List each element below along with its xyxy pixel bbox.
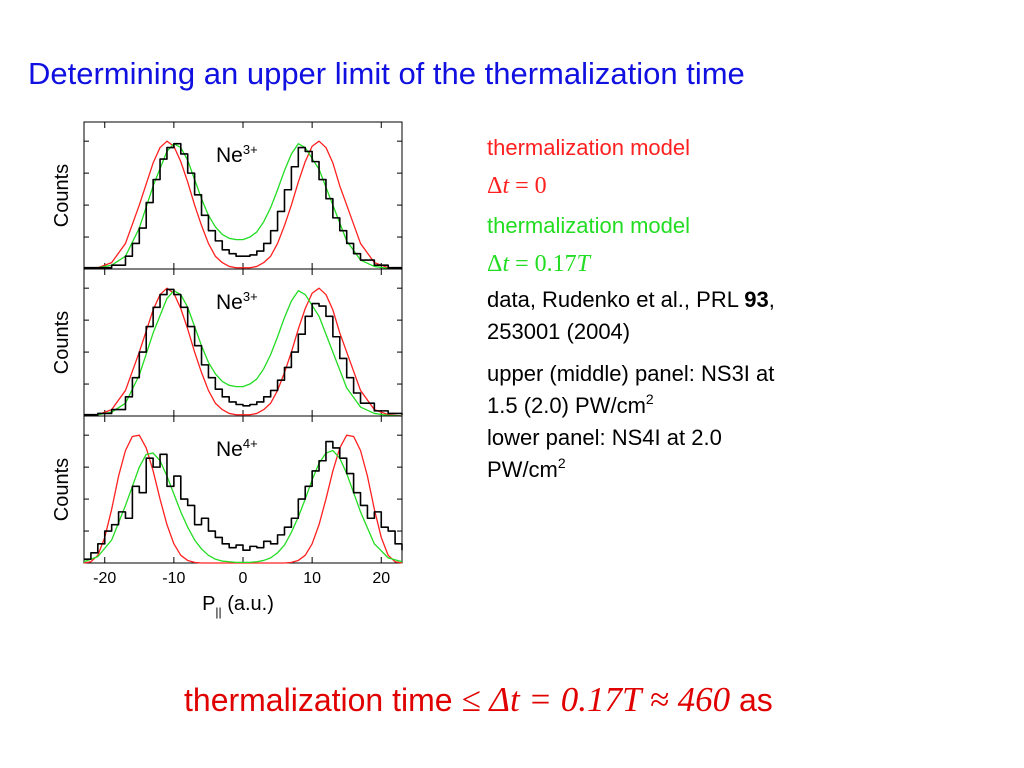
legend-lower-line2: PW/cm2	[487, 454, 882, 486]
legend-model-dt017-math-var: t	[502, 251, 510, 277]
legend-lower-line2-text: PW/cm	[487, 457, 558, 482]
legend-model-dt0-math-rest: = 0	[509, 173, 547, 199]
series-line-3	[84, 440, 403, 560]
panel-ion-label: Ne3+	[216, 289, 258, 314]
legend-upper-line2-text: 1.5 (2.0) PW/cm	[487, 393, 646, 418]
conclusion-math: ≤ Δt = 0.17T ≈ 460	[461, 680, 731, 719]
series-line-1	[83, 287, 403, 417]
x-axis-label-sub: ||	[215, 605, 221, 619]
legend-data-reference: data, Rudenko et al., PRL 93, 253001 (20…	[487, 284, 882, 348]
legend: thermalization model Δt = 0 thermalizati…	[487, 128, 882, 486]
legend-upper-line1: upper (middle) panel: NS3I at	[487, 361, 775, 386]
series-line-3	[84, 288, 403, 416]
legend-model-dt0-math-var: t	[502, 173, 510, 199]
legend-data-line2: 253001 (2004)	[487, 319, 631, 344]
legend-model-dt017-math: Δt = 0.17T	[487, 245, 882, 284]
legend-model-dt017-math-rest: = 0.17	[509, 251, 577, 277]
legend-model-dt017-math-symbol: Δ	[487, 251, 503, 277]
x-tick-label: -10	[162, 570, 185, 587]
legend-model-dt0-math-symbol: Δ	[487, 173, 503, 199]
panel-ion-label: Ne4+	[216, 436, 258, 461]
legend-upper-line2: 1.5 (2.0) PW/cm2	[487, 390, 882, 422]
x-tick-label: 10	[303, 570, 321, 587]
legend-model-dt0-label: thermalization model	[487, 135, 690, 160]
conclusion-text-pre: thermalization time	[184, 682, 462, 718]
legend-data-line1-bold: 93	[744, 287, 769, 312]
x-axis-label-unit: (a.u.)	[222, 593, 274, 615]
x-tick-label: -20	[93, 570, 116, 587]
chart-panel-2: Ne3+ Counts	[51, 268, 403, 417]
y-axis-label: Counts	[51, 164, 73, 227]
legend-data-line1-pre: data, Rudenko et al., PRL	[487, 287, 745, 312]
legend-lower-line2-sup: 2	[557, 455, 566, 471]
legend-model-dt017-math-T: T	[576, 251, 591, 277]
panel-ion-symbol: Ne	[216, 144, 243, 167]
x-axis-label-main: P	[202, 593, 215, 615]
legend-panels-info: upper (middle) panel: NS3I at 1.5 (2.0) …	[487, 358, 882, 486]
panel-ion-charge: 3+	[243, 289, 258, 304]
series-line-2	[83, 290, 403, 417]
chart-panel-3: Ne4+ Counts	[51, 415, 403, 564]
legend-model-dt017-label: thermalization model	[487, 213, 690, 238]
panel-ion-charge: 4+	[243, 436, 258, 451]
conclusion-text-post: as	[730, 682, 773, 718]
legend-upper-line2-sup: 2	[645, 391, 654, 407]
panel-ion-symbol: Ne	[216, 291, 243, 314]
conclusion: thermalization time ≤ Δt = 0.17T ≈ 460 a…	[184, 680, 773, 720]
legend-lower-line1: lower panel: NS4I at 2.0	[487, 425, 722, 450]
x-tick-label: 20	[372, 570, 390, 587]
legend-model-dt0-math: Δt = 0	[487, 167, 882, 206]
legend-data-line1-post: ,	[768, 287, 775, 312]
x-axis-label: P|| (a.u.)	[202, 593, 274, 619]
panel-ion-symbol: Ne	[216, 438, 243, 461]
slide-title: Determining an upper limit of the therma…	[28, 56, 745, 91]
legend-data-line1: data, Rudenko et al., PRL 93,	[487, 284, 882, 316]
panel-ion-charge: 3+	[243, 142, 258, 157]
series-line-3	[84, 142, 402, 269]
series-line-2	[83, 449, 403, 564]
series-line-1	[83, 140, 403, 270]
x-tick-label: 0	[239, 570, 248, 587]
y-axis-label: Counts	[51, 458, 73, 521]
panel-ion-label: Ne3+	[216, 142, 258, 167]
y-axis-label: Counts	[51, 311, 73, 374]
chart-panel-1: Ne3+ Counts	[51, 121, 403, 270]
